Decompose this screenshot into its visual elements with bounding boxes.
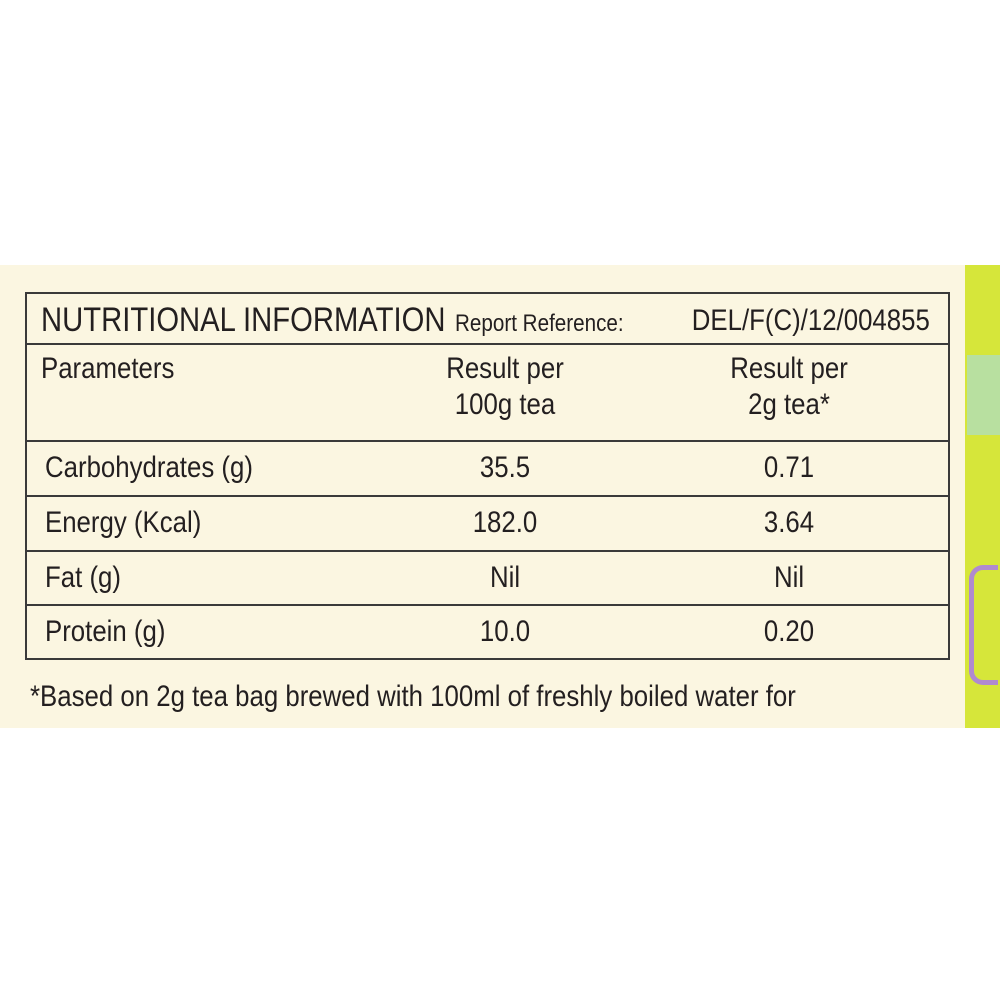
parameter-cell: Protein (g) — [45, 615, 166, 648]
header-line: Result per — [730, 352, 848, 385]
header-line: 100g tea — [454, 388, 556, 421]
header-line: 2g tea* — [748, 388, 830, 421]
column-header: Result per 2g tea* — [660, 351, 918, 423]
table-title: NUTRITIONAL INFORMATION — [41, 301, 446, 339]
header-line: Result per — [446, 352, 564, 385]
header-row: Parameters Result per 100g tea Result per 2g… — [27, 345, 948, 442]
nutrition-table: NUTRITIONAL INFORMATION Report Reference:… — [25, 292, 950, 660]
value-cell: 0.71 — [763, 451, 815, 484]
data-row: Protein (g) 10.0 0.20 — [27, 606, 948, 658]
footnote: *Based on 2g tea bag brewed with 100ml o… — [30, 680, 796, 713]
value-cell: 35.5 — [479, 451, 531, 484]
header-line: Parameters — [41, 352, 175, 385]
value-cell: 3.64 — [763, 506, 815, 539]
parameter-cell: Energy (Kcal) — [45, 506, 202, 539]
parameter-cell: Fat (g) — [45, 561, 121, 594]
value-cell: Nil — [489, 561, 521, 594]
title-row: NUTRITIONAL INFORMATION Report Reference:… — [27, 294, 948, 345]
parameter-cell: Carbohydrates (g) — [45, 451, 253, 484]
data-row: Carbohydrates (g) 35.5 0.71 — [27, 442, 948, 497]
value-cell: 10.0 — [479, 615, 531, 648]
report-reference-value: DEL/F(C)/12/004855 — [691, 304, 930, 337]
value-cell: Nil — [773, 561, 805, 594]
value-cell: 182.0 — [472, 506, 538, 539]
column-header: Result per 100g tea — [376, 351, 634, 423]
column-header: Parameters — [41, 351, 174, 387]
data-row: Energy (Kcal) 182.0 3.64 — [27, 497, 948, 552]
value-cell: 0.20 — [763, 615, 815, 648]
side-strip — [965, 265, 1000, 728]
report-reference-label: Report Reference: — [455, 310, 624, 337]
data-row: Fat (g) Nil Nil — [27, 552, 948, 606]
